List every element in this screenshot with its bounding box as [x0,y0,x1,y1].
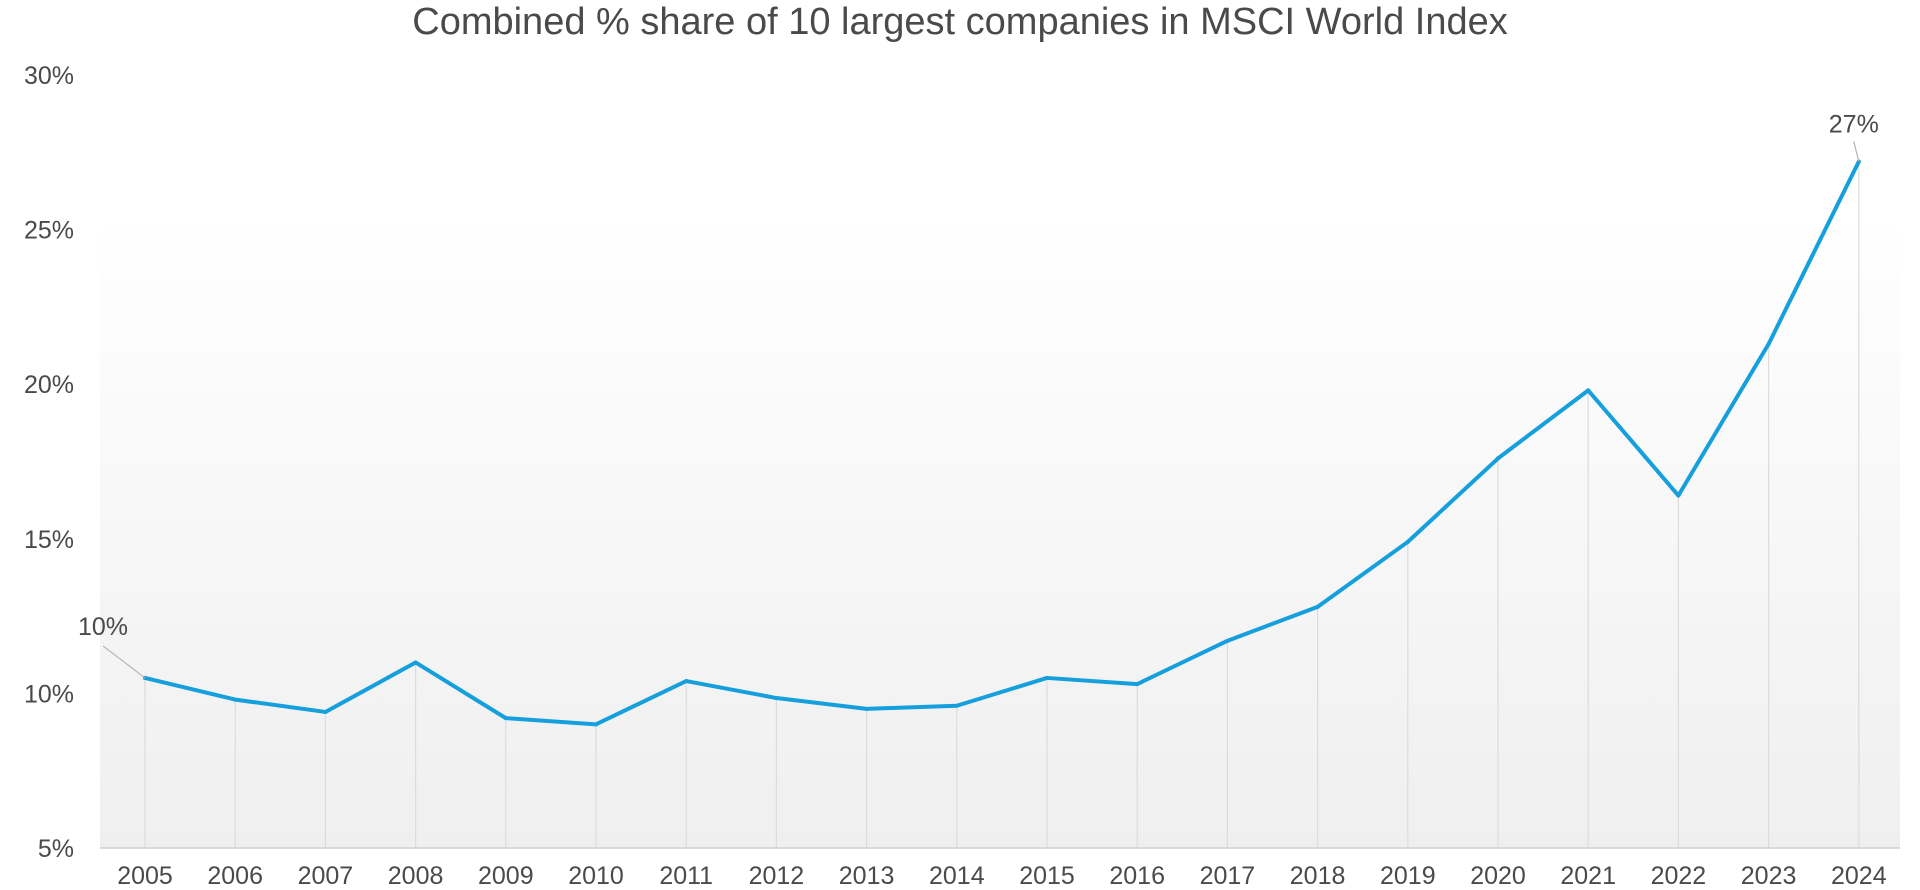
data-point-2023 [1766,342,1771,347]
x-tick-label: 2012 [749,862,805,890]
data-point-2009 [503,716,508,721]
x-tick-label: 2014 [929,862,985,890]
data-point-2008 [413,660,418,665]
data-point-2021 [1586,388,1591,393]
y-tick-label: 15% [24,526,74,554]
x-tick-label: 2015 [1019,862,1075,890]
x-tick-label: 2011 [659,862,713,890]
data-point-2016 [1135,682,1140,687]
x-tick-label: 2007 [298,862,354,890]
y-axis-ticks: 5% 10% 15% 20% 25% 30% [24,62,74,863]
x-tick-label: 2013 [839,862,895,890]
x-tick-label: 2006 [207,862,263,890]
annotation-label-2005: 10% [78,613,128,641]
y-tick-label: 5% [38,835,74,863]
y-tick-label: 10% [24,680,74,708]
data-point-2007 [323,709,328,714]
x-tick-label: 2005 [117,862,173,890]
data-points [143,159,1861,727]
data-point-2010 [594,722,598,727]
annotation-leader-2005 [102,645,146,679]
x-tick-label: 2022 [1651,862,1707,890]
x-tick-label: 2010 [568,862,624,890]
data-point-2012 [774,696,779,701]
annotations: 10% 27% [78,111,1879,679]
x-tick-label: 2021 [1560,862,1616,890]
data-point-2015 [1045,675,1049,680]
x-tick-label: 2019 [1380,862,1436,890]
data-point-2018 [1315,604,1320,609]
x-tick-label: 2023 [1741,862,1797,890]
annotation-label-2024: 27% [1829,111,1879,139]
data-point-2006 [233,697,238,702]
vertical-drop-lines [144,161,1860,848]
x-tick-label: 2020 [1470,862,1526,890]
annotation-leader-2024 [1853,141,1860,162]
data-point-2017 [1225,638,1230,643]
x-tick-label: 2009 [478,862,534,890]
y-tick-label: 25% [24,217,74,245]
data-point-2020 [1496,456,1500,461]
x-tick-label: 2008 [388,862,444,890]
data-point-2013 [864,706,869,711]
data-point-2014 [954,703,959,708]
plot-background [100,215,1900,848]
x-tick-label: 2018 [1290,862,1346,890]
series-line-top10-share [143,159,1861,727]
data-point-2011 [684,679,689,684]
y-tick-label: 30% [24,62,74,90]
data-point-2022 [1676,493,1681,498]
x-axis-ticks: 2005 2006 2007 2008 2009 2010 2011 2012 2013 2014… [117,862,1887,890]
x-tick-label: 2017 [1200,862,1256,890]
y-tick-label: 20% [24,371,74,399]
x-tick-label: 2024 [1831,862,1887,890]
data-point-2019 [1405,539,1410,544]
x-tick-label: 2016 [1109,862,1165,890]
chart-title: Combined % share of 10 largest companies… [412,1,1508,43]
